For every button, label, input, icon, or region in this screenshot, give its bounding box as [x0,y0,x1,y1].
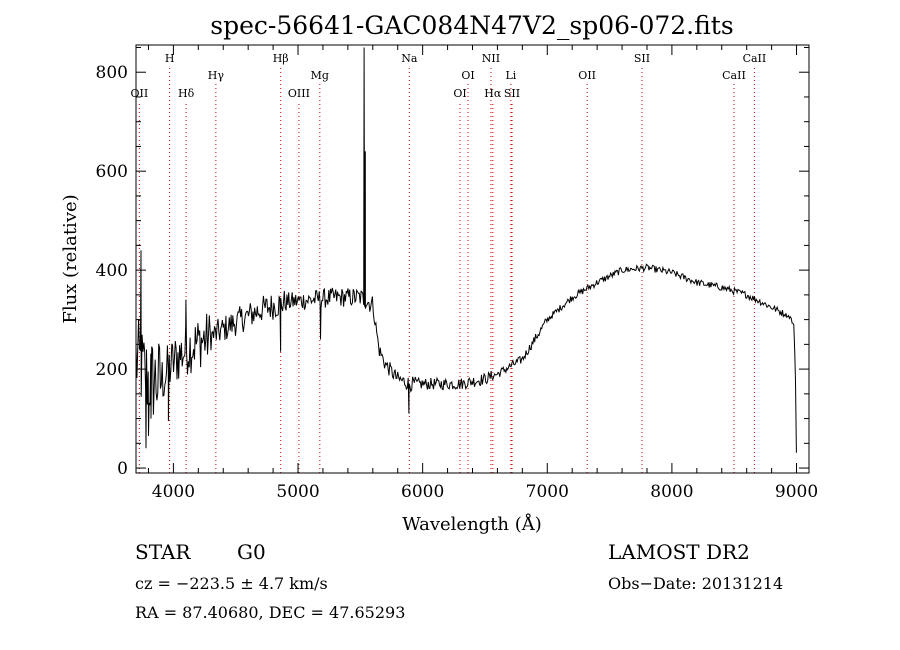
y-axis-label: Flux (relative) [60,194,81,323]
line-marker-label: NII [482,52,500,65]
line-marker-label: SII [634,52,650,65]
line-marker-label: CaII [722,69,746,82]
y-tick-label: 400 [96,261,128,281]
line-marker-label: CaII [743,52,767,65]
line-marker-label: OII [578,69,596,82]
line-marker-label: Hδ [178,87,195,100]
y-tick-label: 0 [117,459,128,479]
y-tick-label: 600 [96,162,128,182]
line-marker-label: OI [461,69,474,82]
redshift-velocity: cz = −223.5 ± 4.7 km/s [135,574,328,593]
line-marker-label: Hγ [208,69,225,82]
y-tick-label: 200 [96,360,128,380]
line-marker-label: Mg [311,69,329,82]
plot-frame [135,44,810,474]
line-marker-label: OI [453,87,466,100]
line-marker-label: H [165,52,175,65]
x-tick-label: 5000 [276,482,319,502]
line-marker-label: OII [131,87,149,100]
chart-title: spec-56641-GAC084N47V2_sp06-072.fits [210,11,733,40]
x-axis-label: Wavelength (Å) [402,513,542,535]
survey-name: LAMOST DR2 [608,540,750,564]
y-tick-label: 800 [96,63,128,83]
line-marker-label: SII [504,87,520,100]
subclass: G0 [237,540,266,564]
object-class: STAR [135,540,191,564]
x-tick-label: 4000 [152,482,195,502]
sky-coordinates: RA = 87.40680, DEC = 47.65293 [135,603,406,622]
x-tick-label: 8000 [650,482,693,502]
axis-ticks: 4000 5000 6000 7000 8000 9000 0 200 400 600 800 [96,45,818,502]
line-marker-label: Hβ [273,52,289,65]
x-tick-label: 6000 [401,482,444,502]
line-marker-label: Li [505,69,516,82]
spectrum-line [135,47,797,453]
line-marker-label: OIII [288,87,310,100]
line-marker-label: Na [401,52,418,65]
x-tick-label: 9000 [775,482,818,502]
line-marker-label: Hα [484,87,502,100]
observation-date: Obs−Date: 20131214 [608,574,784,593]
x-tick-label: 7000 [526,482,569,502]
